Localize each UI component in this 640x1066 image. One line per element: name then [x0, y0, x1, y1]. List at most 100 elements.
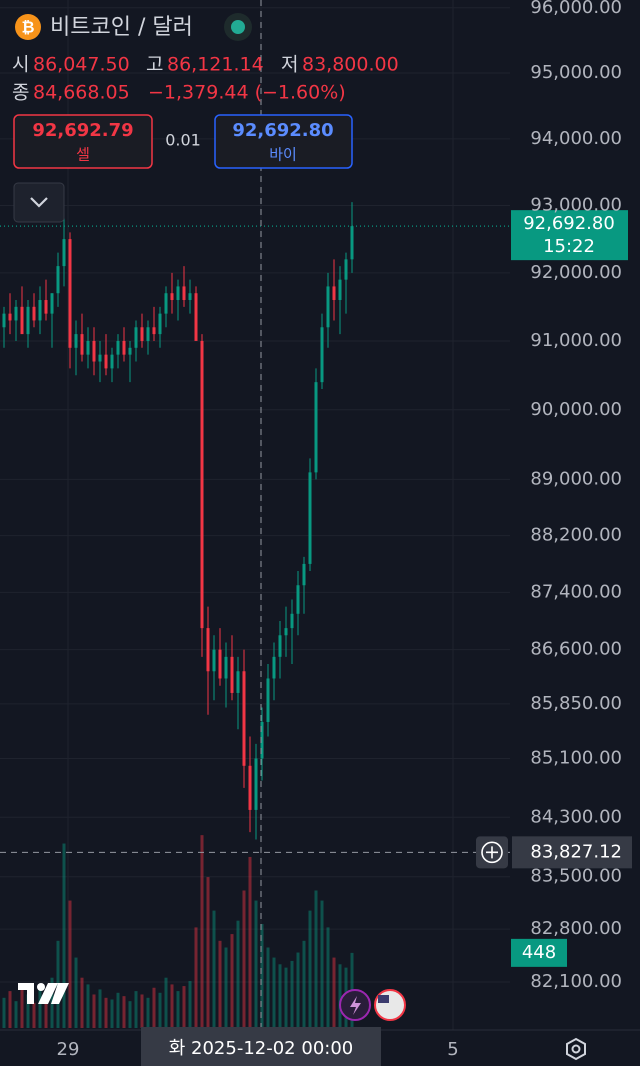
volume-bar — [86, 984, 90, 1028]
y-tick-label: 85,100.00 — [530, 747, 622, 768]
sell-box[interactable] — [13, 114, 153, 169]
volume-bar — [242, 890, 246, 1028]
candle-body — [50, 293, 54, 314]
change: −1,379.44 (−1.60%) — [148, 82, 346, 104]
sell-label[interactable]: 셀 — [76, 146, 90, 164]
volume-bar — [332, 957, 336, 1028]
collapse-box[interactable] — [13, 182, 65, 223]
volume-bar — [338, 964, 342, 1028]
candle-body — [206, 628, 210, 672]
volume-bar — [224, 947, 228, 1028]
volume-bar — [8, 991, 12, 1028]
volume-bar — [164, 977, 168, 1028]
close-value: 84,668.05 — [33, 82, 130, 104]
candle-body — [332, 286, 336, 301]
volume-bar — [296, 952, 300, 1028]
flag-canton[interactable] — [378, 995, 389, 1003]
candle-body — [254, 758, 258, 810]
buy-button[interactable]: 92,692.80 바이 — [214, 114, 353, 169]
candle-body — [8, 313, 12, 321]
settings-center[interactable] — [571, 1044, 581, 1054]
y-tick-label: 90,000.00 — [530, 399, 622, 420]
volume-bar — [248, 856, 252, 1028]
candle-body — [308, 472, 312, 564]
candle-body — [86, 340, 90, 355]
candle-body — [344, 259, 348, 280]
candle-body — [116, 340, 120, 355]
lightning[interactable] — [350, 996, 361, 1015]
x-tick-label: 29 — [57, 1039, 80, 1060]
candle-body — [338, 279, 342, 301]
candle-body — [248, 765, 252, 810]
low-value: 83,800.00 — [302, 54, 399, 76]
candle-body — [236, 671, 240, 693]
y-tick-label: 93,000.00 — [530, 195, 622, 216]
y-tick-label: 87,400.00 — [530, 581, 622, 602]
collapse-button[interactable] — [13, 182, 65, 223]
volume-bar — [2, 997, 6, 1028]
candle-body — [110, 354, 114, 369]
volume-bar — [146, 997, 150, 1028]
y-tick-label: 92,000.00 — [530, 262, 622, 283]
chevron[interactable] — [30, 197, 48, 208]
volume-bar — [266, 947, 270, 1028]
candle-body — [62, 239, 66, 267]
candle-body — [290, 613, 294, 629]
buy-box[interactable] — [214, 114, 353, 169]
candle-body — [242, 671, 246, 766]
sell-price[interactable]: 92,692.79 — [32, 120, 133, 141]
candle-body — [98, 354, 102, 362]
volume-bar — [260, 924, 264, 1028]
volume-bar — [14, 1001, 18, 1028]
y-tick-label: 89,000.00 — [530, 468, 622, 489]
y-tick-label: 82,100.00 — [530, 971, 622, 992]
buy-label[interactable]: 바이 — [269, 146, 297, 164]
spread: 0.01 — [165, 131, 201, 150]
candle-body — [314, 382, 318, 473]
open-label: 시 — [12, 54, 29, 76]
settings-icon[interactable] — [566, 1037, 586, 1061]
crosshair-add-icon — [481, 841, 503, 864]
volume-label-box — [511, 938, 567, 967]
volume-bar — [38, 984, 42, 1028]
close-label: 종 — [12, 82, 29, 104]
volume-bar — [326, 927, 330, 1028]
candle-body — [164, 293, 168, 314]
volume-bar — [128, 1001, 132, 1028]
volume-bar — [74, 957, 78, 1028]
y-tick-label: 82,800.00 — [530, 918, 622, 939]
y-tick-label: 86,600.00 — [530, 639, 622, 660]
last-price-box — [511, 210, 628, 261]
volume-bar — [176, 991, 180, 1028]
buy-price[interactable]: 92,692.80 — [232, 120, 333, 141]
volume-bar — [254, 900, 258, 1028]
candle-body — [278, 635, 282, 657]
y-tick-label: 94,000.00 — [530, 128, 622, 149]
volume-bar — [152, 987, 156, 1028]
volume-bar — [140, 994, 144, 1028]
volume-bar — [320, 900, 324, 1028]
chart-title: 비트코인 / 달러 — [50, 15, 193, 40]
volume-bar — [44, 996, 48, 1028]
y-tick-label: 83,500.00 — [530, 866, 622, 887]
y-tick-label: 96,000.00 — [530, 0, 622, 18]
sell-button[interactable]: 92,692.79 셀 — [13, 114, 153, 169]
volume-bar — [68, 900, 72, 1028]
candle-body — [320, 327, 324, 383]
y-tick-label: 85,850.00 — [530, 693, 622, 714]
volume-bar — [32, 1002, 36, 1028]
status-dot — [231, 20, 245, 34]
volume-bar — [308, 910, 312, 1028]
candle-body — [56, 266, 60, 294]
candle-body — [74, 334, 78, 348]
candle-body — [296, 585, 300, 614]
volume-bar — [110, 999, 114, 1028]
crosshair-y-label: 83,827.12 — [530, 841, 622, 862]
volume-bar — [302, 940, 306, 1028]
us-flag-icon[interactable] — [374, 989, 406, 1021]
candle-body — [224, 656, 228, 679]
last-price-label: 92,692.80 — [523, 213, 615, 234]
